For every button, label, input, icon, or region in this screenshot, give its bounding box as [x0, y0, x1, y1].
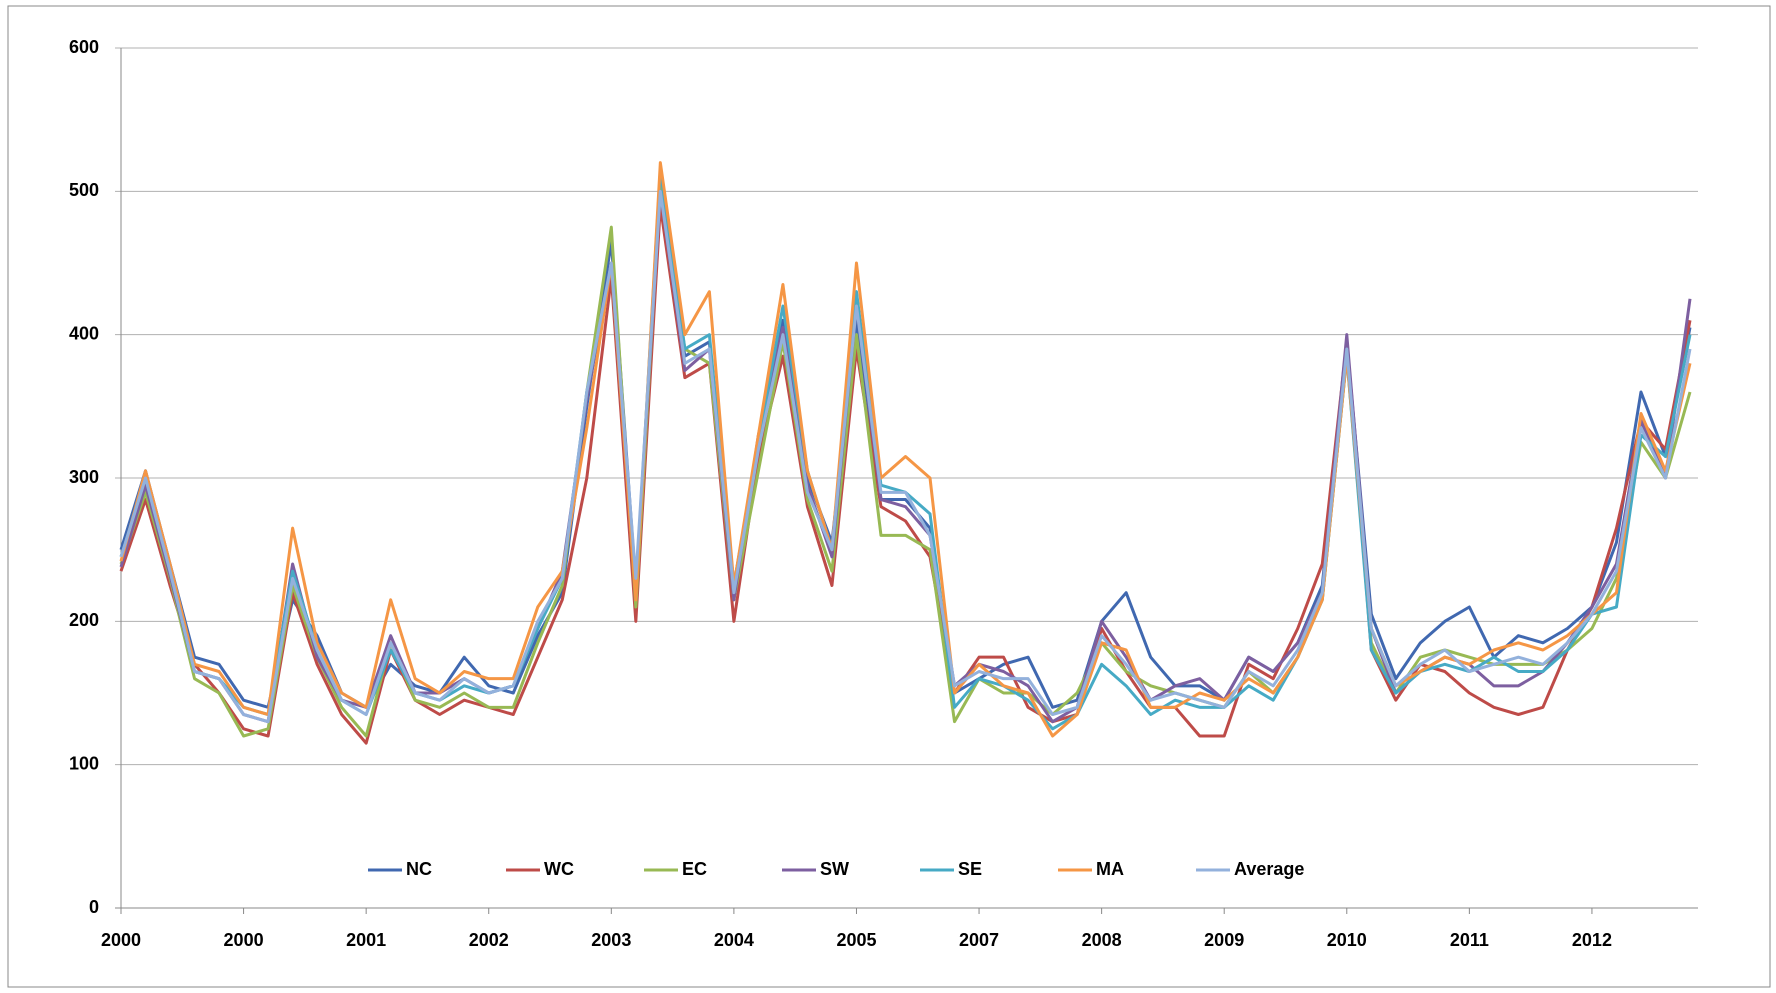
x-tick-label: 2001	[346, 930, 386, 950]
legend-label: SW	[820, 859, 849, 879]
x-tick-label: 2009	[1204, 930, 1244, 950]
x-tick-label: 2012	[1572, 930, 1612, 950]
x-tick-label: 2011	[1450, 930, 1489, 950]
y-tick-label: 600	[69, 37, 99, 57]
x-tick-label: 2007	[959, 930, 999, 950]
x-tick-label: 2003	[591, 930, 631, 950]
x-tick-label: 2010	[1327, 930, 1367, 950]
y-tick-label: 400	[69, 323, 99, 343]
y-tick-label: 500	[69, 180, 99, 200]
y-tick-label: 300	[69, 467, 99, 487]
series-line	[119, 189, 1692, 724]
x-tick-label: 2000	[101, 930, 141, 950]
x-tick-label: 2004	[714, 930, 754, 950]
legend-label: Average	[1234, 859, 1304, 879]
series-line	[119, 161, 1692, 738]
legend-label: MA	[1096, 859, 1124, 879]
x-tick-label: 2002	[469, 930, 509, 950]
y-tick-label: 0	[89, 897, 99, 917]
y-tick-label: 100	[69, 753, 99, 773]
x-tick-label: 2005	[836, 930, 876, 950]
legend-label: WC	[544, 859, 574, 879]
x-tick-label: 2000	[224, 930, 264, 950]
legend-label: NC	[406, 859, 432, 879]
chart-frame	[7, 5, 1771, 988]
y-tick-label: 200	[69, 610, 99, 630]
x-tick-label: 2008	[1082, 930, 1122, 950]
legend-label: SE	[958, 859, 982, 879]
legend-label: EC	[682, 859, 707, 879]
